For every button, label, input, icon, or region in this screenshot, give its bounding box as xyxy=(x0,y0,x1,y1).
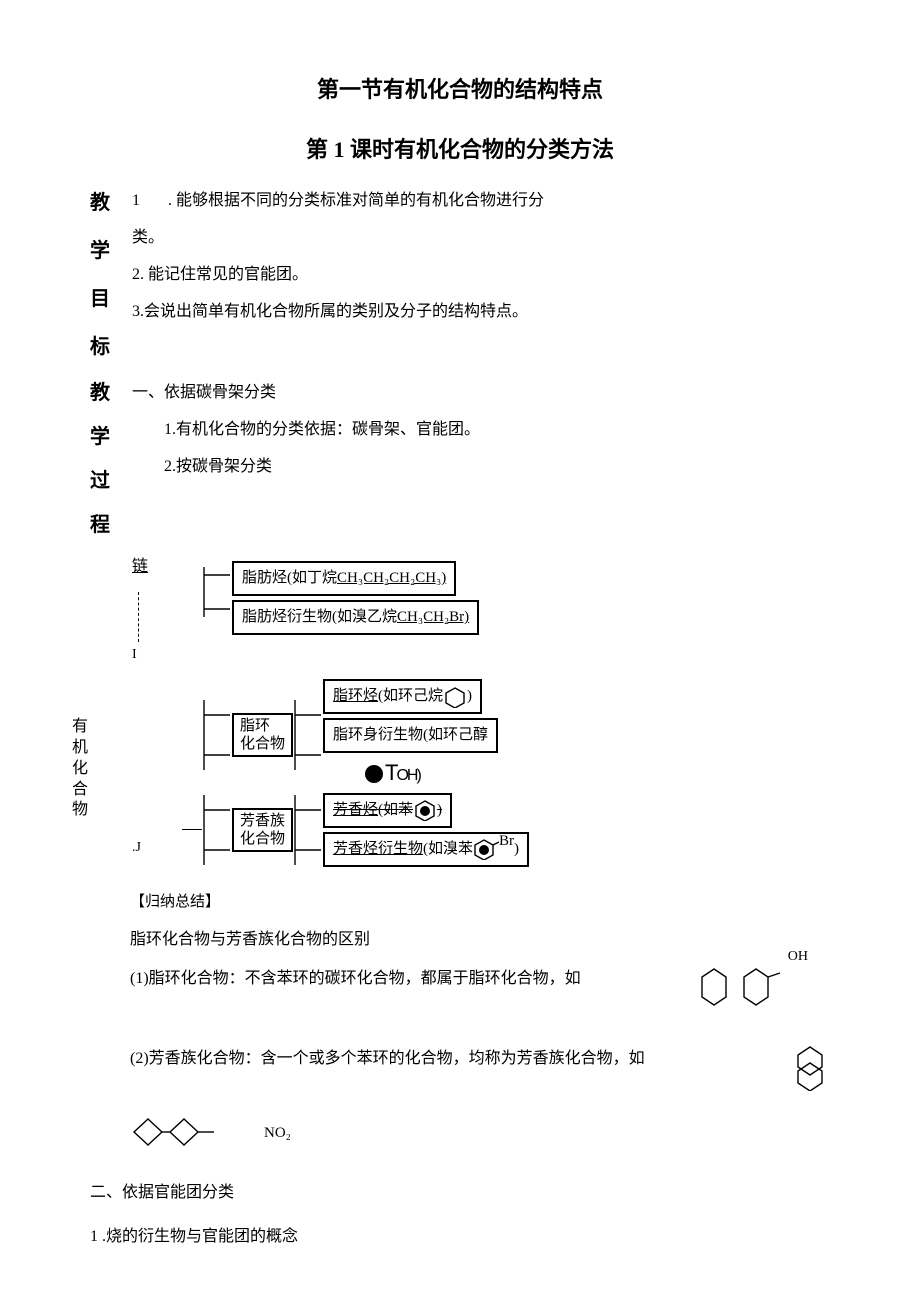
obj-1-cont: 类。 xyxy=(132,224,830,253)
obj-3: 3.会说出简单有机化合物所属的类别及分子的结构特点。 xyxy=(132,298,830,327)
side-label-process: 教 学 过 程 xyxy=(90,371,114,547)
page-title: 第一节有机化合物的结构特点 xyxy=(90,70,830,110)
biphenyl-no2: NO₂ xyxy=(130,1115,830,1149)
summary-difftitle: 脂环化合物与芳香族化合物的区别 xyxy=(130,926,830,955)
classification-diagram: 有 机化合物 链 I 脂肪烃(如丁烷CH₃CH₂CH₂CH₃) 脂肪烃衍生物(如… xyxy=(132,557,830,871)
summary-p2: (2)芳香族化合物：含一个或多个苯环的化合物，均称为芳香族化合物，如 xyxy=(130,1045,830,1095)
group-aromatic: 芳香族化合物 xyxy=(232,808,293,852)
leaf-aliphatic: 脂肪烃(如丁烷CH₃CH₂CH₂CH₃) xyxy=(232,561,456,596)
obj-1-text: . 能够根据不同的分类标准对简单的有机化合物进行分 xyxy=(168,192,544,209)
side-label-objectives: 教 学 目 标 xyxy=(90,179,114,371)
sec2-head: 二、依据官能团分类 xyxy=(90,1179,830,1208)
leaf-alicyclic-hc: 脂环烃(如环己烷 ) xyxy=(323,679,482,714)
page-subtitle: 第 1 课时有机化合物的分类方法 xyxy=(90,130,830,170)
sec1-p2: 2.按碳骨架分类 xyxy=(132,453,830,482)
obj-1-num: 1 xyxy=(132,192,140,209)
sec1-head: 一、依据碳骨架分类 xyxy=(132,379,830,408)
leaf-aliphatic-deriv: 脂肪烃衍生物(如溴乙烷CH₃CH₂Br) xyxy=(232,600,479,635)
sec1-p1: 1.有机化合物的分类依据：碳骨架、官能团。 xyxy=(132,416,830,445)
obj-2: 2. 能记住常见的官能团。 xyxy=(132,261,830,290)
leaf-aromatic-deriv: 芳香烃衍生物(如溴苯 Br ) xyxy=(323,832,529,867)
chain-label: 链 xyxy=(132,558,148,575)
overlay-oh: TOH) xyxy=(363,753,498,793)
summary-p1: OH (1)脂环化合物：不含苯环的碳环化合物，都属于脂环化合物，如 xyxy=(130,965,830,1025)
objectives: 1 . 能够根据不同的分类标准对简单的有机化合物进行分 类。 2. 能记住常见的… xyxy=(132,179,830,334)
hex-oh-icon: OH xyxy=(696,965,830,1009)
summary-head: 【归纳总结】 xyxy=(130,889,830,916)
leaf-alicyclic-deriv: 脂环身衍生物(如环己醇 xyxy=(323,718,498,753)
naphthalene-icon xyxy=(790,1045,830,1091)
leaf-aromatic-hc: 芳香烃(如苯 ) xyxy=(323,793,452,828)
root-label: 有 机化合物 xyxy=(72,717,88,821)
group-alicyclic: 脂环化合物 xyxy=(232,713,293,757)
sec2-p1: 1 .烧的衍生物与官能团的概念 xyxy=(90,1223,830,1252)
